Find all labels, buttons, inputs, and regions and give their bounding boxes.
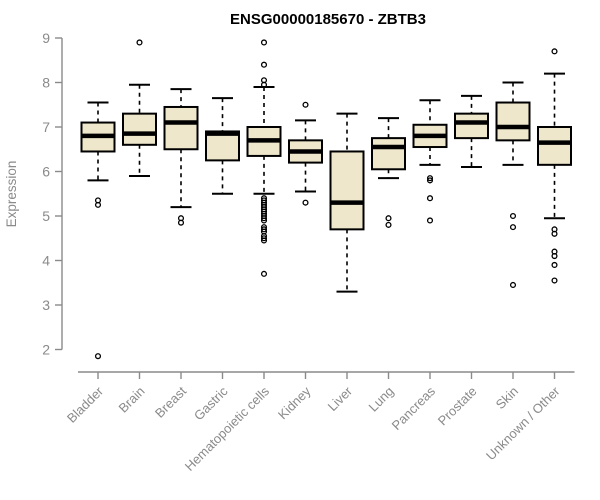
x-tick-label: Prostate [435,384,480,429]
box-iqr [495,101,531,142]
box-iqr [329,150,365,231]
outlier-point [426,177,434,184]
outlier-point [260,235,268,242]
y-tick-label: 6 [42,164,50,180]
outlier-point [177,219,185,226]
outlier-point [302,101,309,108]
chart-title: ENSG00000185670 - ZBTB3 [230,11,426,28]
y-axis-label: Expression [4,161,19,228]
outlier-point [426,217,434,224]
x-tick-label: Liver [325,383,356,414]
x-tick-label: Pancreas [389,383,439,433]
y-tick-label: 2 [42,342,50,358]
x-tick-label: Kidney [275,383,314,422]
outlier-point [385,215,392,222]
outlier-point [509,281,517,289]
outlier-point [94,353,102,360]
x-tick-label: Lung [366,384,397,415]
box-iqr [205,130,240,162]
x-tick-label: Breast [152,383,189,420]
outlier-point [551,277,558,284]
outlier-point [551,48,558,55]
box-iqr [454,112,489,140]
outlier-point [302,199,309,206]
outlier-point [260,39,268,46]
y-tick-label: 9 [42,30,50,46]
y-tick-label: 3 [42,297,50,313]
x-tick-label: Skin [493,384,521,412]
outlier-point [551,230,558,237]
x-tick-label: Gastric [191,383,231,423]
outlier-point [426,175,434,182]
outlier-point [136,39,143,46]
outlier-point [551,261,558,269]
outlier-point [260,217,268,224]
outlier-point [260,61,268,68]
y-tick-label: 7 [42,119,50,135]
outlier-point [426,195,434,202]
outlier-point [260,81,268,88]
x-tick-label: Bladder [64,383,107,426]
outlier-point [260,237,268,244]
x-tick-label: Unknown / Other [483,383,563,463]
y-tick-label: 4 [42,253,50,269]
y-tick-label: 8 [42,75,50,91]
box-iqr [122,112,157,146]
outlier-point [509,212,517,220]
outlier-point [509,224,517,231]
y-tick-label: 5 [42,208,50,224]
outlier-point [260,215,268,222]
outlier-point [260,270,268,277]
outlier-point [385,221,392,228]
outlier-point [94,201,102,208]
box-iqr [371,137,406,171]
box-iqr [163,105,199,151]
outlier-point [551,252,558,260]
x-tick-label: Brain [116,384,148,416]
box-iqr [537,126,572,166]
outlier-point [260,226,268,233]
